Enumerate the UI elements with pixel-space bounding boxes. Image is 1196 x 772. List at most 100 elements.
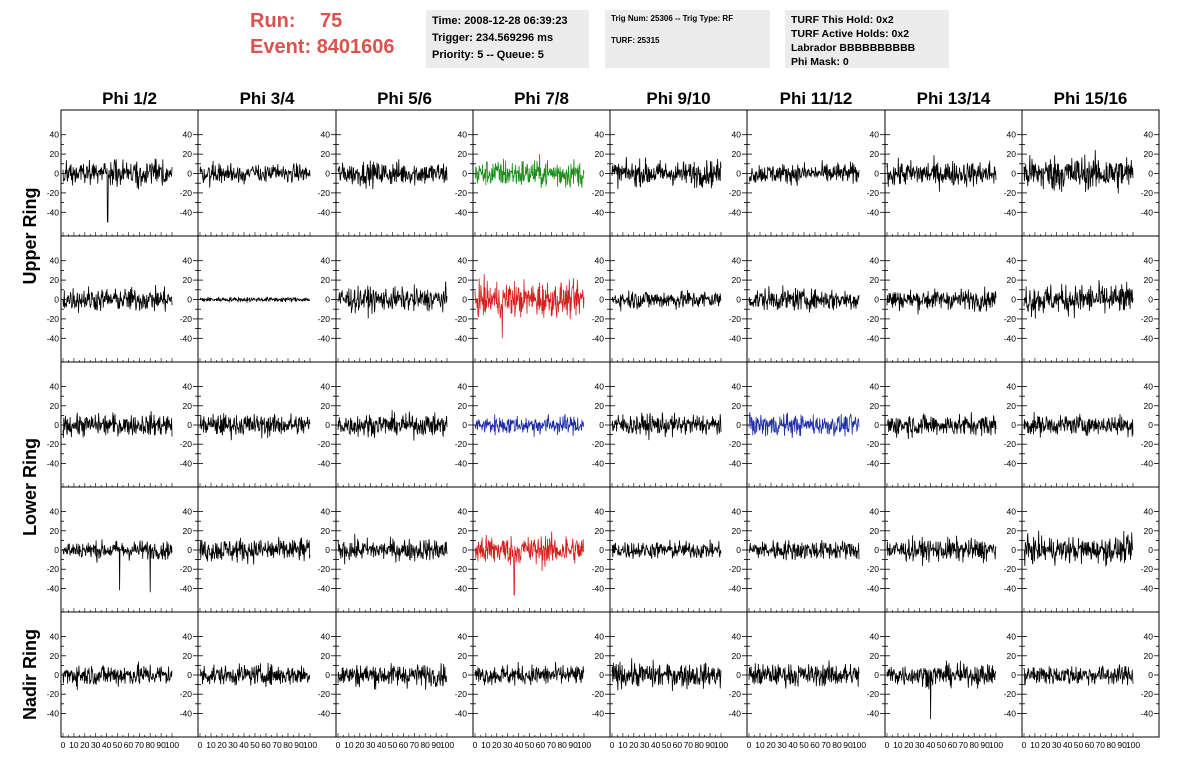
- x-tick-label: 0: [747, 740, 752, 750]
- y-tick-label: -20: [1141, 564, 1154, 574]
- y-tick-label: -20: [867, 689, 880, 699]
- x-tick-label: 50: [799, 740, 809, 750]
- y-tick-label: 20: [870, 526, 880, 536]
- y-tick-label: 0: [599, 169, 604, 179]
- x-tick-label: 80: [557, 740, 567, 750]
- x-tick-label: 30: [1052, 740, 1062, 750]
- y-tick-label: 40: [595, 130, 605, 140]
- x-tick-label: 80: [694, 740, 704, 750]
- y-tick-label: 0: [874, 169, 879, 179]
- y-tick-label: -40: [592, 333, 605, 343]
- x-tick-label: 70: [135, 740, 145, 750]
- x-tick-label: 70: [547, 740, 557, 750]
- x-tick-label: 20: [217, 740, 227, 750]
- waveform-trace: [886, 155, 997, 192]
- y-tick-label: 0: [1011, 420, 1016, 430]
- waveform-trace: [1023, 280, 1134, 319]
- y-tick-label: 20: [183, 149, 193, 159]
- y-tick-label: -20: [455, 689, 468, 699]
- y-tick-label: 20: [732, 275, 742, 285]
- y-tick-label: -20: [180, 439, 193, 449]
- y-tick-label: -40: [1141, 458, 1154, 468]
- waveform-trace: [337, 663, 448, 690]
- turf-info-box: TURF This Hold: 0x2 TURF Active Holds: 0…: [785, 10, 949, 68]
- y-tick-label: 20: [1007, 149, 1017, 159]
- y-tick-label: 0: [325, 420, 330, 430]
- waveform-trace: [748, 285, 860, 313]
- x-tick-label: 20: [1041, 740, 1051, 750]
- y-tick-label: 40: [50, 507, 60, 517]
- y-tick-label: -40: [1004, 458, 1017, 468]
- y-tick-label: -20: [867, 188, 880, 198]
- x-tick-label: 30: [366, 740, 376, 750]
- y-tick-label: -40: [180, 458, 193, 468]
- waveform-trace: [199, 160, 311, 188]
- y-tick-label: -40: [318, 333, 331, 343]
- y-tick-label: -40: [47, 458, 60, 468]
- x-tick-label: 20: [492, 740, 502, 750]
- x-tick-label: 60: [673, 740, 683, 750]
- y-tick-label: 0: [599, 545, 604, 555]
- run-event-header: Run: 75 Event: 8401606: [250, 8, 420, 60]
- y-tick-label: -40: [592, 583, 605, 593]
- y-tick-label: 0: [54, 545, 59, 555]
- x-tick-label: 70: [1096, 740, 1106, 750]
- y-tick-label: -40: [729, 458, 742, 468]
- y-tick-label: 0: [54, 670, 59, 680]
- x-tick-label: 60: [261, 740, 271, 750]
- y-tick-label: -40: [592, 458, 605, 468]
- y-tick-label: -40: [1141, 708, 1154, 718]
- y-tick-label: 40: [321, 256, 331, 266]
- y-tick-label: 40: [1007, 382, 1017, 392]
- x-tick-label: 40: [1063, 740, 1073, 750]
- column-header: Phi 9/10: [646, 89, 710, 108]
- y-tick-label: -20: [180, 689, 193, 699]
- y-tick-label: 40: [870, 507, 880, 517]
- y-tick-label: 20: [50, 275, 60, 285]
- x-tick-label: 50: [250, 740, 260, 750]
- column-header: Phi 13/14: [917, 89, 991, 108]
- run-label: Run:: [250, 10, 296, 32]
- y-tick-label: -20: [47, 314, 60, 324]
- y-tick-label: -40: [180, 333, 193, 343]
- y-tick-label: 20: [321, 275, 331, 285]
- x-tick-label: 100: [303, 740, 317, 750]
- waveform-trace: [62, 661, 173, 691]
- y-tick-label: -40: [1004, 207, 1017, 217]
- y-tick-label: -40: [318, 458, 331, 468]
- y-tick-label: 0: [874, 295, 879, 305]
- y-tick-label: 0: [325, 545, 330, 555]
- x-tick-label: 70: [410, 740, 420, 750]
- y-tick-label: -20: [729, 439, 742, 449]
- time-text: Time: 2008-12-28 06:39:23: [432, 15, 568, 27]
- y-tick-label: -20: [1141, 439, 1154, 449]
- column-header: Phi 11/12: [780, 89, 853, 108]
- y-tick-label: -20: [180, 564, 193, 574]
- y-tick-label: 0: [736, 420, 741, 430]
- y-tick-label: 0: [736, 670, 741, 680]
- y-tick-label: 20: [1144, 149, 1154, 159]
- waveform-trace: [474, 531, 585, 596]
- y-tick-label: -20: [47, 689, 60, 699]
- y-tick-label: -20: [455, 188, 468, 198]
- y-tick-label: 40: [595, 382, 605, 392]
- x-tick-label: 30: [91, 740, 101, 750]
- panel-frame: [60, 486, 199, 613]
- waveform-trace: [474, 273, 585, 339]
- y-tick-label: -20: [1004, 188, 1017, 198]
- y-tick-label: -40: [180, 207, 193, 217]
- y-tick-label: -40: [47, 207, 60, 217]
- event-value: 8401606: [316, 36, 395, 58]
- y-tick-label: 20: [870, 275, 880, 285]
- trigger-info-box: Trig Num: 25306 -- Trig Type: RF TURF: 2…: [605, 10, 770, 68]
- waveform-trace: [1023, 150, 1134, 194]
- y-tick-label: 0: [874, 545, 879, 555]
- x-tick-label: 70: [272, 740, 282, 750]
- x-tick-label: 50: [525, 740, 535, 750]
- y-tick-label: 20: [321, 526, 331, 536]
- x-tick-label: 10: [755, 740, 765, 750]
- y-tick-label: 40: [870, 382, 880, 392]
- y-tick-label: -20: [1141, 314, 1154, 324]
- y-tick-label: 20: [458, 401, 468, 411]
- waveform-trace: [611, 156, 722, 190]
